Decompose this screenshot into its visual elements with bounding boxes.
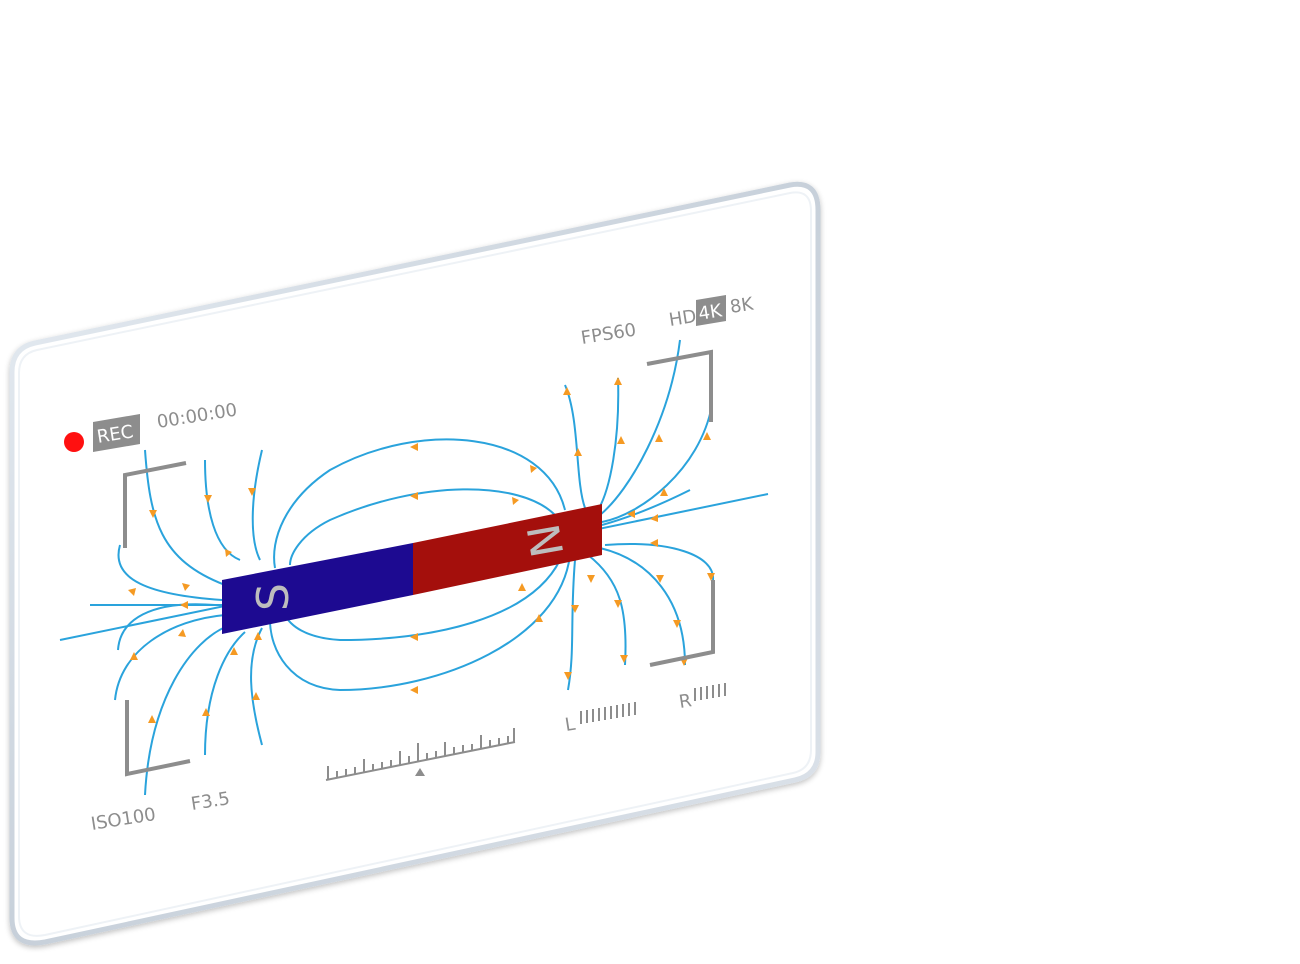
field-line: [604, 543, 715, 581]
exposure-indicator-triangle: [415, 768, 425, 776]
resolution-hd[interactable]: HD: [667, 306, 697, 331]
exposure-scale-ticks: [327, 728, 515, 780]
bracket-top-right: [646, 349, 713, 422]
field-arrow: [202, 708, 210, 716]
field-arrow: [410, 492, 418, 500]
resolution-8k[interactable]: 8K: [728, 293, 755, 318]
field-arrow: [660, 488, 668, 496]
audio-right-meter: [694, 683, 726, 701]
field-arrow: [707, 573, 715, 581]
field-arrow: [617, 436, 625, 444]
bar-magnet: S N: [222, 504, 602, 634]
field-arrow: [518, 583, 526, 591]
field-line: [601, 404, 713, 523]
resolution-4k[interactable]: 4K: [697, 300, 724, 325]
field-line: [601, 489, 691, 526]
field-line: [284, 559, 561, 642]
exposure-scale: [325, 728, 516, 781]
field-arrow: [204, 495, 212, 503]
field-line: [289, 488, 556, 566]
field-arrow: [182, 583, 190, 591]
field-line: [117, 603, 216, 651]
exposure-scale-baseline: [325, 741, 516, 781]
field-arrow: [149, 510, 157, 518]
audio-left-meter: [580, 702, 636, 724]
resolution-4k-badge[interactable]: [696, 295, 726, 326]
field-arrow: [587, 575, 595, 583]
field-line: [587, 554, 627, 666]
field-line: [597, 377, 620, 511]
field-arrow: [512, 497, 519, 505]
field-arrow: [178, 629, 186, 637]
field-line: [144, 449, 226, 586]
field-arrow: [703, 432, 711, 440]
field-line: [114, 614, 226, 701]
field-arrow: [130, 652, 138, 660]
field-arrow: [614, 377, 622, 385]
field-line: [599, 339, 681, 516]
audio-right-label: R: [677, 690, 693, 713]
field-line: [567, 559, 576, 691]
field-line: [599, 547, 686, 666]
field-arrow: [230, 647, 238, 655]
field-arrow: [530, 465, 537, 473]
field-arrow: [410, 686, 418, 694]
field-line: [564, 384, 586, 509]
field-arrow: [656, 575, 664, 583]
field-arrow: [673, 620, 681, 628]
bracket-top-left: [123, 461, 187, 548]
field-line: [251, 449, 263, 561]
field-arrow: [254, 632, 262, 640]
field-arrow: [650, 514, 658, 522]
field-arrow: [148, 715, 156, 723]
field-arrows: [128, 377, 715, 723]
screen-inner-edge: [18, 191, 812, 937]
field-arrow: [410, 633, 418, 641]
field-line: [144, 624, 231, 796]
field-arrow: [563, 387, 571, 395]
north-pole: [413, 504, 602, 595]
field-arrow: [620, 655, 628, 663]
south-pole: [222, 543, 413, 634]
field-arrow: [650, 539, 658, 547]
field-arrow: [410, 443, 418, 451]
field-arrow: [614, 600, 622, 608]
audio-left-label: L: [563, 714, 576, 736]
field-arrow: [252, 692, 260, 700]
bracket-bottom-right: [649, 580, 715, 667]
field-line: [273, 438, 566, 569]
field-arrow: [571, 605, 579, 613]
field-arrow: [225, 549, 232, 557]
field-line: [204, 631, 246, 756]
rec-dot: [64, 432, 84, 452]
field-arrow: [535, 614, 543, 622]
field-arrow: [574, 448, 582, 456]
rec-badge: [93, 414, 140, 452]
field-arrow: [627, 510, 635, 518]
south-pole-label: S: [248, 583, 299, 611]
field-line: [204, 459, 241, 561]
field-line: [269, 554, 571, 692]
field-arrow: [564, 672, 572, 680]
field-arrow: [180, 601, 188, 609]
field-arrow: [248, 488, 256, 496]
field-lines: [90, 339, 715, 796]
bracket-bottom-left: [125, 700, 191, 777]
field-arrow: [128, 588, 136, 596]
field-line: [117, 544, 223, 601]
field-arrow: [655, 434, 663, 442]
